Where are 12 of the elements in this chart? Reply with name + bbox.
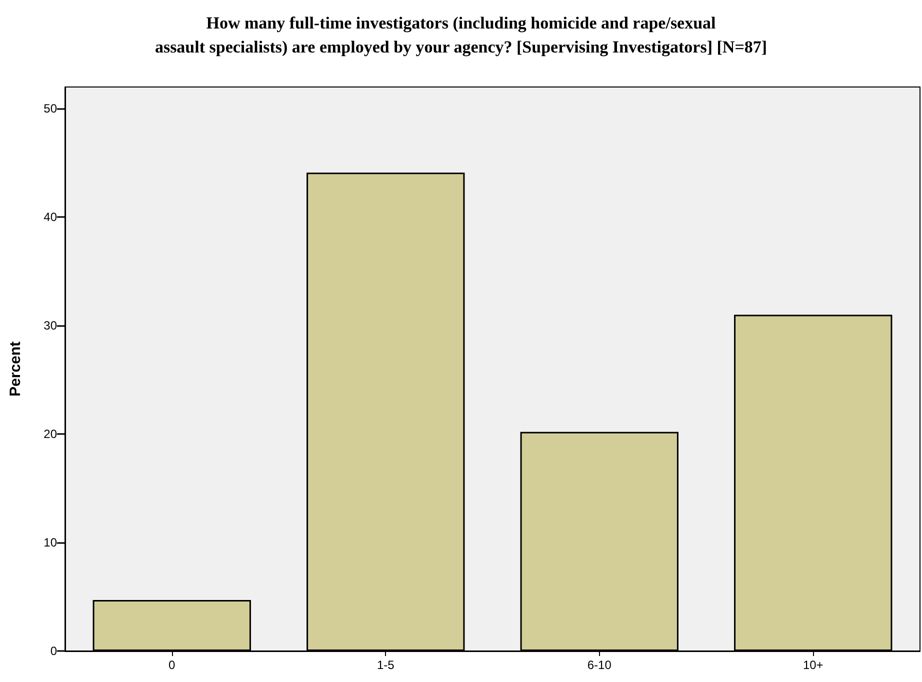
x-tick-label: 10+ — [802, 658, 824, 672]
y-tick-label: 20 — [44, 427, 58, 442]
y-tick-label: 10 — [44, 536, 58, 550]
y-tick-label: 50 — [44, 102, 58, 116]
x-tick-label: 1-5 — [376, 658, 395, 672]
x-tick-label: 6-10 — [587, 658, 612, 672]
y-axis-title: Percent — [7, 341, 24, 397]
x-tick-label: 0 — [168, 658, 176, 672]
y-tick-label: 0 — [50, 644, 58, 658]
chart-title: How many full-time investigators (including homicide and rape/sexual assault specialists) are employed by your agency? [Supervising Investigators] [N=87] — [154, 14, 768, 56]
y-tick-label: 30 — [44, 318, 58, 333]
y-tick-label: 40 — [44, 210, 58, 224]
